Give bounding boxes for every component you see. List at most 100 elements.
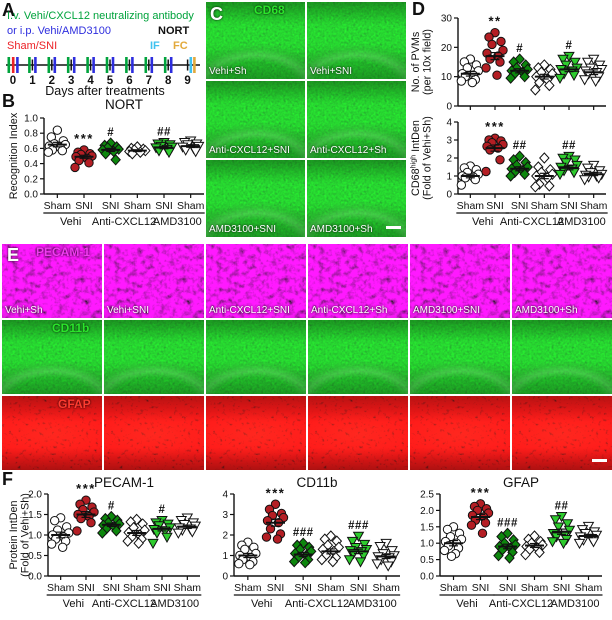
- timeline-event-tick: [47, 57, 51, 73]
- y-tick-label: 1: [222, 551, 228, 562]
- tissue-band-overlay: [104, 320, 204, 394]
- y-axis-label: (Fold of Vehi+Sh): [20, 493, 32, 577]
- y-tick-label: 2.5: [420, 490, 434, 501]
- timeline-day-label: 8: [165, 75, 172, 87]
- panel-b-label: B: [2, 91, 15, 111]
- y-tick-label: 30: [441, 14, 453, 25]
- significance-annotation: #: [159, 504, 166, 516]
- significance-annotation: ***: [74, 131, 94, 146]
- y-tick-label: 10: [441, 72, 453, 83]
- y-tick-label: 3: [222, 510, 228, 521]
- cd68-micrograph: CD68 Vehi+Sh: [206, 2, 305, 79]
- data-point: [100, 147, 111, 160]
- group-label: Sham: [234, 582, 262, 594]
- timeline-event-tick: [53, 57, 57, 73]
- y-tick-label: 4: [222, 490, 228, 501]
- gfap-micrograph: [104, 396, 204, 470]
- treatment-label: Anti-CXCL12: [92, 598, 156, 610]
- data-point: [530, 181, 541, 193]
- timeline-event-tick: [111, 57, 115, 73]
- timeline-event-tick: [28, 57, 31, 73]
- timeline-event-tick: [16, 57, 19, 73]
- data-point: [485, 145, 495, 155]
- data-point: [519, 168, 530, 180]
- data-point: [505, 170, 516, 182]
- treatment-label: Anti-CXCL12: [489, 598, 553, 610]
- group-label: SNI: [486, 200, 504, 212]
- y-tick-label: 20: [441, 43, 453, 54]
- group-label: SNI: [560, 200, 578, 212]
- condition-label: Vehi+Sh: [209, 66, 247, 77]
- group-label: Sham: [317, 582, 345, 594]
- timeline-day-label: 5: [107, 75, 114, 87]
- group-label: SNI: [75, 200, 93, 212]
- data-point: [272, 534, 283, 544]
- cd68-micrograph: AMD3100+SNI: [206, 160, 305, 237]
- data-point: [270, 499, 281, 509]
- scale-bar: [386, 226, 401, 229]
- tissue-band-overlay: [308, 396, 408, 470]
- data-point: [466, 520, 477, 530]
- data-point: [288, 555, 300, 568]
- significance-annotation: **: [488, 14, 501, 29]
- treatment-label: Vehi: [456, 598, 477, 610]
- data-point: [557, 54, 569, 65]
- y-tick-label: 0.0: [24, 190, 38, 201]
- tissue-band-overlay: [2, 320, 102, 394]
- data-point: [544, 79, 555, 92]
- data-point: [111, 525, 122, 537]
- treatment-label: Vehi: [60, 216, 81, 228]
- condition-label: Anti-CXCL12+Sh: [311, 305, 388, 316]
- group-label: SNI: [267, 582, 285, 594]
- significance-annotation: ***: [76, 481, 96, 496]
- significance-annotation: #: [108, 501, 115, 513]
- legend-iv-antibody: I.v. Vehi/CXCL12 neutralizing antibody: [7, 10, 194, 22]
- group-label: SNI: [294, 582, 312, 594]
- pecam-1-micrograph: AMD3100+SNI: [410, 244, 510, 318]
- group-label: SNI: [153, 582, 171, 594]
- gfap-micrograph: GFAP: [2, 396, 102, 470]
- cd68-micrograph: Vehi+SNI: [307, 2, 406, 79]
- y-tick-label: 0.5: [28, 551, 42, 562]
- data-point: [163, 147, 175, 159]
- timeline-event-tick: [163, 57, 167, 73]
- data-point: [352, 531, 365, 542]
- treatment-label: Anti-CXCL12: [92, 216, 156, 228]
- data-point: [477, 528, 488, 539]
- data-point: [536, 166, 547, 179]
- y-axis-label: Protein IntDen: [8, 500, 20, 569]
- significance-annotation: ***: [471, 485, 491, 500]
- data-point: [493, 549, 504, 562]
- tissue-band-overlay: [307, 160, 406, 237]
- timeline-event-tick: [131, 57, 134, 73]
- data-point: [371, 559, 383, 570]
- data-point: [563, 525, 576, 536]
- group-label: Sham: [44, 200, 72, 212]
- data-point: [561, 519, 574, 530]
- condition-label: AMD3100+Sh: [310, 224, 373, 235]
- data-point: [49, 515, 60, 526]
- data-point: [76, 513, 86, 524]
- y-tick-label: 0.5: [420, 555, 434, 566]
- data-point: [52, 125, 63, 135]
- y-tick-label: 0: [446, 190, 452, 201]
- data-point: [534, 546, 545, 559]
- panel-a-label: A: [2, 0, 15, 20]
- panel-c-label: C: [210, 4, 223, 24]
- data-point: [554, 73, 566, 85]
- tissue-band-overlay: [512, 320, 612, 394]
- legend-ip-amd3100: or i.p. Vehi/AMD3100: [7, 25, 111, 37]
- timeline-day-label: 3: [68, 75, 74, 87]
- treatment-label: Anti-CXCL12: [500, 216, 564, 228]
- data-point: [327, 555, 339, 568]
- pecam-1-micrograph: Vehi+SNI: [104, 244, 204, 318]
- stain-marker-label: CD11b: [52, 321, 90, 335]
- timeline-event-tick: [34, 57, 37, 73]
- condition-label: Vehi+SNI: [310, 66, 352, 77]
- treatment-label: AMD3100: [150, 598, 199, 610]
- treatment-label: Vehi: [251, 598, 272, 610]
- data-point: [122, 535, 133, 547]
- data-point: [573, 538, 586, 550]
- data-point: [261, 532, 272, 542]
- cd11b-micrograph: [206, 320, 306, 394]
